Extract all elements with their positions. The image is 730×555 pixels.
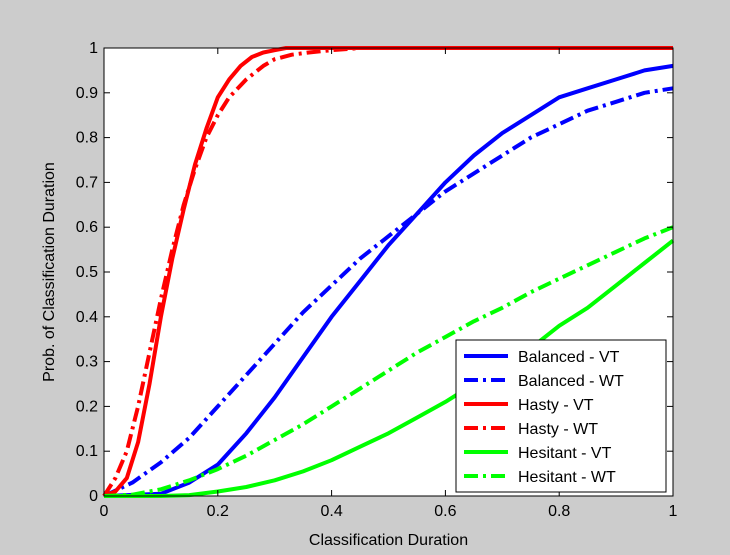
- x-tick-label: 0: [100, 503, 109, 520]
- y-tick-label: 0.3: [76, 354, 98, 371]
- legend-label: Hasty - VT: [518, 397, 594, 414]
- legend-label: Hasty - WT: [518, 421, 598, 438]
- series-line-hasty-wt: [102, 46, 673, 498]
- series-line-balanced-wt: [103, 86, 674, 498]
- plot-area: [102, 46, 675, 498]
- x-tick-label: 1: [669, 503, 678, 520]
- legend-label: Hesitant - WT: [518, 469, 616, 486]
- y-tick-label: 0.5: [76, 264, 98, 281]
- y-tick-label: 0.9: [76, 85, 98, 102]
- legend-box: [455, 339, 667, 493]
- y-tick-label: 0.7: [76, 174, 98, 191]
- series-line-balanced-vt: [103, 63, 674, 498]
- y-tick-label: 0.2: [76, 398, 98, 415]
- x-tick-label: 0.4: [320, 503, 342, 520]
- y-tick-label: 1: [89, 40, 98, 57]
- y-axis: 0 0.1 0.2 0.3 0.4 0.5 0.6 0.7 0.8 0.9 1: [76, 40, 673, 505]
- y-axis-title: Prob. of Classification Duration: [41, 162, 58, 382]
- x-tick-label: 0.8: [548, 503, 570, 520]
- y-tick-label: 0.6: [76, 219, 98, 236]
- x-tick-label: 0.6: [434, 503, 456, 520]
- x-axis: 0 0.2 0.4 0.6 0.8 1: [100, 48, 678, 520]
- y-tick-label: 0.1: [76, 443, 98, 460]
- legend-label: Hesitant - VT: [518, 445, 612, 462]
- legend-label: Balanced - VT: [518, 349, 620, 366]
- series-line-hesitant-vt: [104, 239, 675, 498]
- legend: Balanced - VT Balanced - WT Hasty - VT Hast…: [455, 339, 667, 493]
- y-tick-label: 0.8: [76, 130, 98, 147]
- y-tick-label: 0.4: [76, 309, 98, 326]
- y-tick-label: 0: [89, 488, 98, 505]
- x-axis-title: Classification Duration: [309, 532, 468, 549]
- x-tick-label: 0.2: [207, 503, 229, 520]
- legend-label: Balanced - WT: [518, 373, 624, 390]
